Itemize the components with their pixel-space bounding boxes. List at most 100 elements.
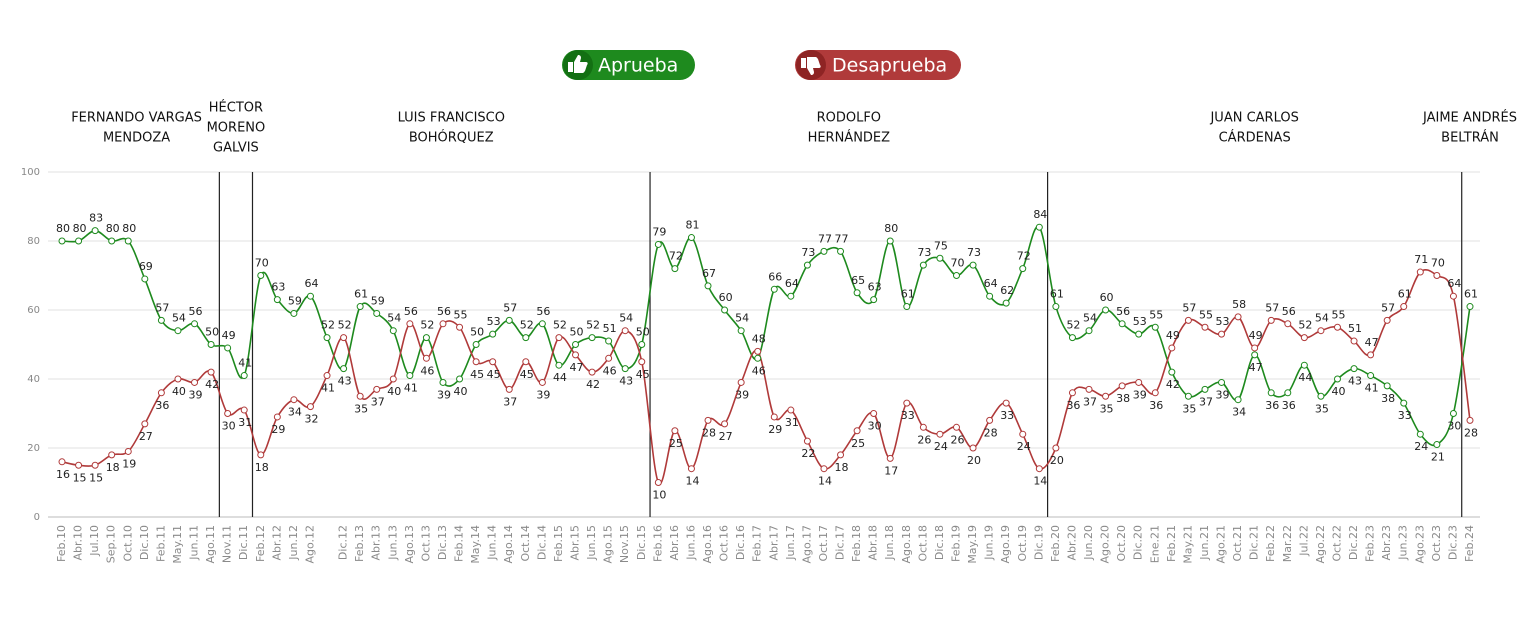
data-point	[572, 351, 580, 359]
data-point	[323, 372, 331, 380]
data-label: 39	[1133, 388, 1147, 401]
data-point	[439, 320, 447, 328]
data-label: 73	[917, 246, 931, 259]
x-tick-label: May.21	[1181, 525, 1194, 564]
data-point	[986, 416, 994, 424]
data-point	[472, 341, 480, 348]
data-label: 64	[785, 277, 799, 290]
data-label: 75	[934, 239, 948, 252]
data-label: 77	[818, 232, 832, 245]
data-label: 79	[652, 225, 666, 238]
data-label: 65	[851, 274, 865, 287]
data-label: 45	[636, 368, 650, 381]
data-label: 58	[1232, 298, 1246, 311]
data-label: 26	[917, 433, 931, 446]
data-point	[820, 465, 828, 473]
data-point	[687, 465, 695, 473]
data-label: 34	[288, 406, 302, 419]
x-tick-label: Feb.16	[651, 525, 664, 562]
x-tick-label: Abr.13	[370, 525, 383, 561]
data-point	[1035, 465, 1043, 473]
data-label: 56	[189, 305, 203, 318]
x-tick-label: Ago.17	[800, 525, 813, 564]
x-tick-label: Dic.22	[1347, 525, 1360, 560]
x-tick-label: Nov.11	[221, 525, 234, 563]
data-point	[522, 358, 530, 366]
x-tick-label: Jun.23	[1397, 525, 1410, 561]
data-label: 40	[387, 385, 401, 398]
data-point	[124, 237, 132, 245]
data-point	[638, 341, 646, 348]
data-label: 71	[1414, 253, 1428, 266]
data-point	[803, 261, 811, 269]
president-label: BELTRÁN	[1441, 130, 1499, 146]
data-point	[489, 358, 497, 366]
data-point	[1466, 416, 1474, 424]
data-label: 51	[603, 322, 617, 335]
x-tick-label: Abr.15	[569, 525, 582, 561]
president-label: HÉCTOR	[209, 100, 263, 116]
data-point	[870, 296, 878, 304]
data-point	[1251, 344, 1259, 352]
data-point	[605, 337, 613, 345]
president-label: GALVIS	[213, 141, 259, 156]
data-label: 61	[901, 288, 915, 301]
x-tick-label: Jun.12	[287, 525, 300, 561]
data-point	[108, 237, 116, 245]
data-label: 54	[1315, 312, 1329, 325]
data-label: 49	[222, 329, 236, 342]
x-tick-label: Dic.17	[834, 525, 847, 560]
x-tick-label: Mar.22	[1281, 525, 1294, 562]
data-label: 57	[1265, 301, 1279, 314]
data-point	[58, 458, 66, 466]
data-label: 41	[238, 357, 252, 370]
data-point	[1300, 361, 1308, 369]
data-label: 70	[1431, 257, 1445, 270]
data-label: 43	[619, 375, 633, 388]
x-tick-label: May.14	[469, 525, 482, 564]
data-point	[1019, 265, 1027, 273]
data-point	[1035, 223, 1043, 231]
data-point	[704, 416, 712, 424]
data-point	[1201, 323, 1209, 331]
x-tick-label: Feb.11	[154, 525, 167, 562]
data-point	[1350, 365, 1358, 373]
data-label: 50	[470, 326, 484, 339]
x-tick-label: Feb.13	[353, 525, 366, 562]
x-tick-label: Dic.10	[138, 525, 151, 560]
data-point	[837, 451, 845, 459]
data-point	[919, 261, 927, 269]
data-label: 51	[1348, 322, 1362, 335]
data-label: 80	[884, 222, 898, 235]
y-tick-label: 80	[27, 236, 40, 247]
data-label: 22	[801, 447, 815, 460]
data-point	[919, 423, 927, 431]
data-label: 63	[868, 281, 882, 294]
data-label: 49	[1249, 329, 1263, 342]
x-tick-label: Oct.19	[1016, 525, 1029, 562]
x-tick-label: Jun.16	[684, 525, 697, 561]
data-point	[1416, 268, 1424, 276]
data-label: 36	[155, 399, 169, 412]
data-point	[1284, 389, 1292, 397]
data-point	[555, 361, 563, 369]
x-tick-label: Dic.14	[535, 525, 548, 560]
data-label: 18	[255, 461, 269, 474]
x-tick-label: Jun.11	[188, 525, 201, 561]
data-label: 34	[1232, 406, 1246, 419]
data-label: 31	[785, 416, 799, 429]
x-tick-label: Jun.18	[883, 525, 896, 561]
data-point	[1184, 316, 1192, 324]
data-point	[1135, 378, 1143, 386]
x-tick-label: Feb.17	[751, 525, 764, 562]
data-label: 27	[139, 430, 153, 443]
x-tick-label: Dic.12	[337, 525, 350, 560]
data-point	[1102, 306, 1110, 314]
x-tick-label: Oct.10	[121, 525, 134, 562]
data-point	[141, 275, 149, 283]
data-point	[91, 461, 99, 469]
data-label: 70	[255, 257, 269, 270]
data-label: 52	[338, 319, 352, 332]
data-label: 45	[520, 368, 534, 381]
